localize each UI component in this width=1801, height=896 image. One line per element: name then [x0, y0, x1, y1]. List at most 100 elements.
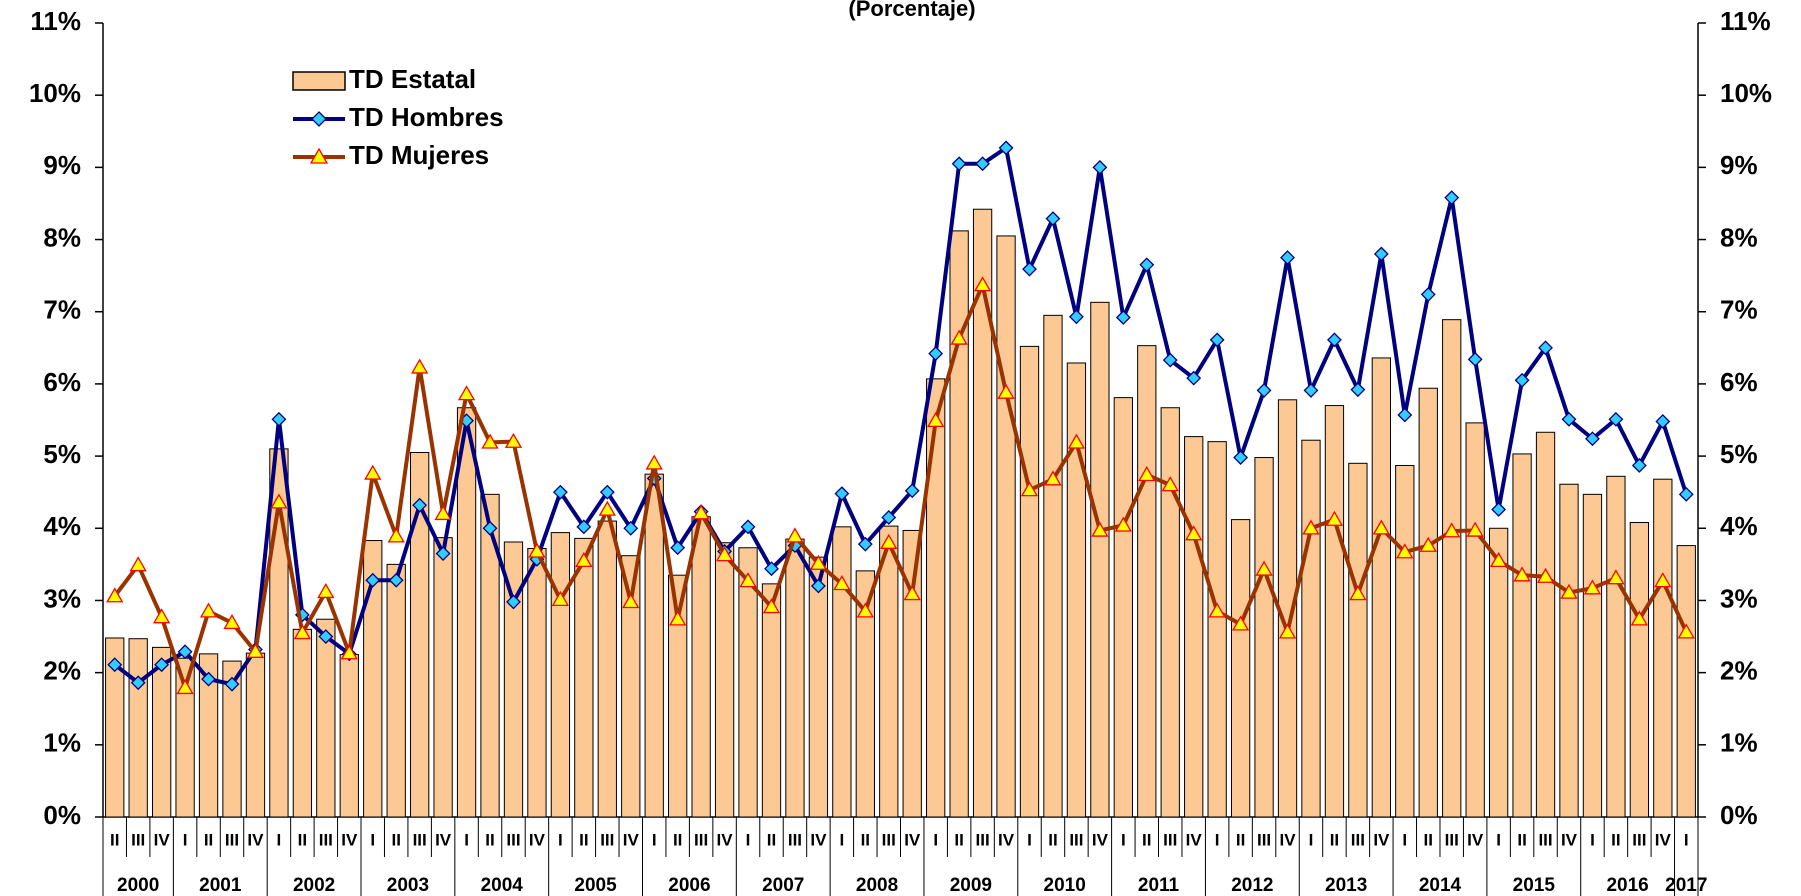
x-tick-label: II — [673, 830, 682, 849]
x-tick-label: II — [767, 830, 776, 849]
bar — [1582, 493, 1603, 818]
x-tick-label: II — [485, 830, 494, 849]
y2-tick-label: 10% — [1720, 78, 1772, 108]
marker — [762, 598, 781, 614]
y-tick-label: 6% — [43, 367, 81, 397]
marker — [599, 484, 615, 500]
y2-tick-label: 9% — [1720, 150, 1758, 180]
bar — [105, 637, 125, 818]
bar — [1160, 407, 1180, 818]
marker — [1139, 257, 1155, 273]
bar — [316, 618, 336, 818]
marker — [1514, 372, 1530, 388]
bar — [1465, 422, 1485, 818]
marker — [951, 156, 967, 172]
bar — [245, 652, 266, 818]
x-tick-label: II — [1424, 830, 1433, 849]
chart-subtitle: (Porcentaje) — [848, 0, 975, 21]
marker — [1280, 250, 1295, 266]
marker — [1186, 370, 1202, 386]
marker — [575, 551, 593, 568]
year-label: 2005 — [574, 875, 617, 896]
marker — [506, 594, 521, 610]
bar — [386, 563, 406, 818]
marker — [387, 527, 405, 543]
marker — [670, 540, 686, 556]
x-tick-label: III — [1538, 830, 1552, 849]
x-tick-label: IV — [341, 830, 358, 849]
x-tick-label: I — [1309, 830, 1314, 849]
marker — [1608, 411, 1624, 427]
marker — [880, 533, 898, 549]
x-tick-label: III — [1632, 830, 1646, 849]
year-label: 2003 — [387, 875, 429, 896]
bar — [1207, 441, 1227, 818]
marker — [928, 346, 944, 362]
marker — [1536, 567, 1555, 583]
marker — [1677, 623, 1695, 639]
marker — [1067, 433, 1086, 449]
marker — [107, 657, 123, 673]
marker — [950, 329, 968, 345]
year-label: 2004 — [481, 875, 524, 896]
marker — [1092, 159, 1108, 175]
x-tick-label: II — [110, 830, 119, 849]
x-tick-label: IV — [998, 830, 1015, 849]
bar — [1395, 464, 1415, 818]
marker — [1233, 450, 1249, 465]
bar — [574, 537, 594, 818]
marker — [810, 578, 826, 594]
marker — [317, 582, 335, 599]
marker — [834, 486, 850, 502]
bar — [808, 556, 829, 818]
marker — [340, 644, 358, 660]
marker — [1513, 566, 1531, 582]
x-tick-label: III — [413, 830, 427, 849]
y-tick-label: 1% — [43, 728, 81, 758]
marker — [1325, 510, 1344, 526]
x-tick-label: IV — [435, 830, 452, 849]
bar — [1371, 357, 1391, 818]
bar — [785, 538, 805, 818]
x-tick-label: II — [1517, 830, 1526, 849]
marker — [1560, 583, 1578, 599]
marker — [293, 624, 311, 640]
marker — [622, 593, 640, 609]
marker — [364, 464, 382, 480]
bar — [1043, 314, 1063, 818]
x-tick-label: I — [464, 830, 469, 849]
x-tick-label: III — [882, 830, 896, 849]
legend-label: TD Mujeres — [349, 140, 489, 170]
y-tick-label: 4% — [43, 511, 81, 541]
bar — [1254, 457, 1274, 818]
x-tick-label: III — [600, 830, 614, 849]
year-label: 2006 — [668, 875, 710, 896]
marker — [1162, 352, 1178, 368]
x-tick-label: III — [131, 830, 145, 849]
marker — [365, 572, 381, 588]
marker — [1466, 521, 1484, 537]
legend-label: TD Hombres — [349, 102, 504, 132]
bar — [1606, 475, 1626, 818]
y-tick-label: 0% — [43, 800, 81, 830]
x-tick-label: IV — [1186, 830, 1203, 849]
x-tick-label: I — [1121, 830, 1126, 849]
year-label: 2007 — [762, 875, 804, 896]
marker — [1630, 610, 1648, 626]
marker — [318, 629, 334, 644]
bar — [597, 520, 617, 818]
x-tick-label: II — [204, 830, 213, 849]
x-tick-label: I — [746, 830, 751, 849]
marker — [154, 657, 170, 673]
marker — [528, 542, 546, 558]
x-tick-label: II — [954, 830, 963, 849]
x-tick-label: IV — [1561, 830, 1578, 849]
bar — [761, 583, 782, 818]
bar — [1559, 483, 1579, 818]
bar — [527, 547, 547, 818]
marker — [1045, 211, 1061, 227]
x-tick-label: I — [933, 830, 938, 849]
legend-marker — [309, 147, 329, 164]
year-label: 2001 — [199, 875, 242, 896]
x-tick-label: I — [1402, 830, 1407, 849]
